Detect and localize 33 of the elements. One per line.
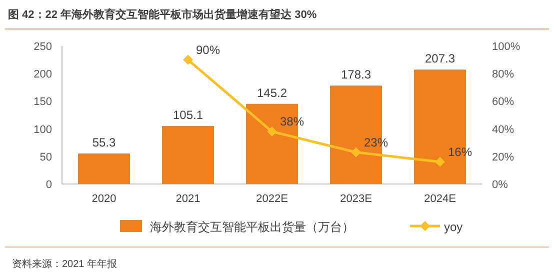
- y-tick-label: 0: [46, 179, 52, 191]
- x-tick-label: 2024E: [424, 193, 456, 205]
- y-tick-label: 250: [34, 41, 52, 53]
- data-label: 55.3: [92, 135, 116, 150]
- point: [351, 147, 361, 158]
- data-label: 178.3: [340, 68, 372, 82]
- legend-label: 海外教育交互智能平板出货量（万台）: [150, 220, 354, 234]
- data-label: 105.1: [172, 108, 204, 122]
- x-tick-label: 2021: [176, 193, 200, 205]
- x-tick-label: 2020: [92, 193, 116, 205]
- y2-tick-label: 80%: [492, 68, 514, 81]
- bar: [162, 126, 214, 184]
- data-label: 145.2: [256, 86, 288, 100]
- y2-tick-label: 0%: [492, 179, 508, 191]
- x-tick-label: 2023E: [340, 193, 372, 205]
- y2-tick-label: 100%: [492, 41, 520, 53]
- point: [183, 54, 193, 65]
- y2-tick-label: 20%: [492, 151, 514, 164]
- data-label: 90%: [196, 42, 220, 57]
- data-label: 207.3: [424, 52, 456, 66]
- point: [267, 126, 277, 137]
- x-tick-label: 2022E: [256, 193, 288, 205]
- y-tick-label: 150: [34, 96, 52, 108]
- point: [435, 156, 445, 167]
- legend-label: yoy: [444, 220, 463, 234]
- bar: [78, 153, 130, 184]
- text: 资料来源：2021 年年报: [12, 258, 118, 270]
- y-tick-label: 100: [34, 124, 52, 136]
- y2-tick-label: 60%: [492, 96, 514, 108]
- y-tick-label: 200: [34, 68, 52, 81]
- chart-title: 图 42：22 年海外教育交互智能平板市场出货量增速有望达 30%: [8, 8, 317, 21]
- y-tick-label: 50: [40, 151, 52, 164]
- y2-tick-label: 40%: [492, 124, 514, 136]
